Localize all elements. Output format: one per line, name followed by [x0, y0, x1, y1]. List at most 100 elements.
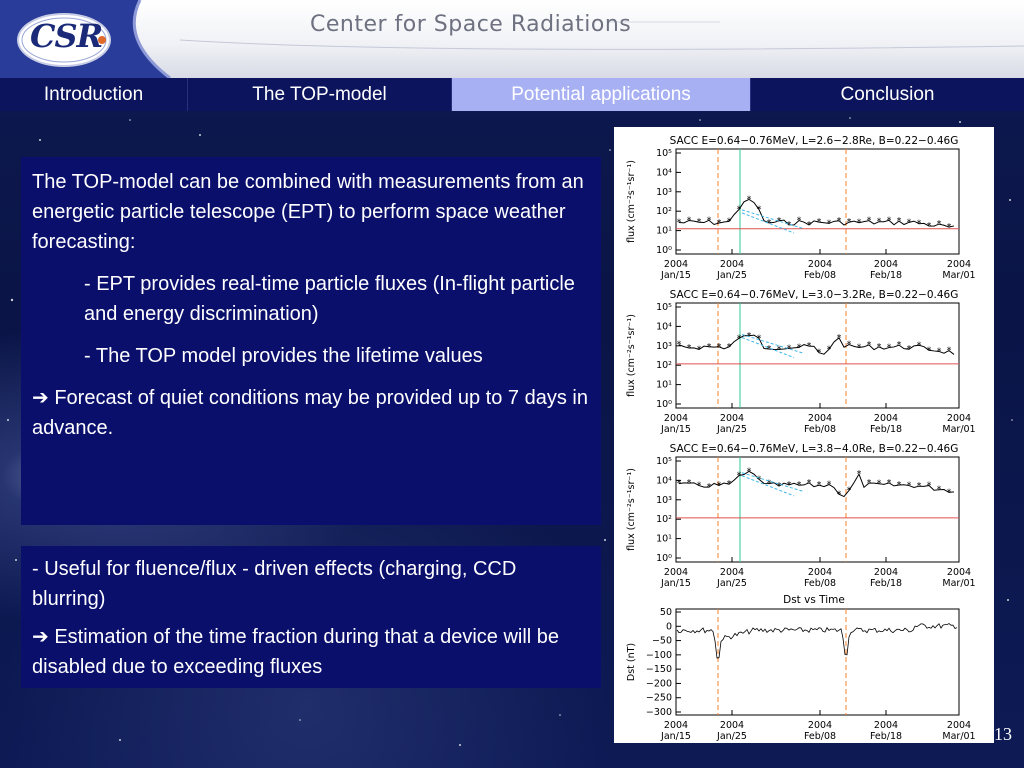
x-tick-year: 2004: [720, 720, 744, 731]
y-tick-label: 10³: [656, 187, 672, 198]
flux-point: *: [687, 478, 692, 489]
header-banner: CSR Center for Space Radiations: [0, 0, 1024, 78]
flux-point: *: [827, 344, 832, 355]
flux-series-line: [678, 470, 955, 498]
flux-point: *: [937, 346, 942, 357]
dst-tick-label: −150: [646, 664, 672, 675]
y-tick-label: 10⁵: [656, 148, 672, 159]
flux-point: *: [747, 194, 752, 205]
x-tick-date: Mar/01: [942, 578, 975, 589]
ept-point: - EPT provides real-time particle fluxes…: [84, 273, 575, 325]
flux-point: *: [677, 340, 682, 351]
flux-point: *: [847, 340, 852, 351]
flux-point: *: [697, 217, 702, 228]
flux-point: *: [927, 480, 932, 491]
flux-point: *: [867, 216, 872, 227]
flux-point: *: [737, 204, 742, 215]
x-tick-date: Feb/08: [804, 731, 836, 742]
panel-frame: [675, 302, 960, 409]
x-tick-date: Jan/25: [716, 424, 747, 435]
dst-frame: [675, 608, 960, 716]
flux-point: *: [827, 218, 832, 229]
flux-point: *: [937, 485, 942, 496]
flux-point: *: [927, 345, 932, 356]
flux-point: *: [687, 215, 692, 226]
forecast-conclusion-text: Forecast of quiet conditions may be prov…: [32, 387, 588, 439]
y-tick-label: 10¹: [656, 534, 672, 545]
flux-point: *: [757, 205, 762, 216]
flux-point: *: [717, 218, 722, 229]
x-tick-date: Mar/01: [942, 424, 975, 435]
applications-text-box: - Useful for fluence/flux - driven effec…: [21, 546, 601, 688]
flux-point: *: [897, 340, 902, 351]
tab-conclusion[interactable]: Conclusion: [840, 84, 935, 105]
x-tick-date: Mar/01: [942, 270, 975, 281]
flux-point: *: [787, 480, 792, 491]
y-axis-label: flux (cm⁻²s⁻¹sr⁻¹): [626, 314, 637, 397]
estimation-line-text: Estimation of the time fraction during t…: [32, 626, 560, 678]
decay-fit-line: [741, 337, 795, 359]
flux-point: *: [707, 482, 712, 493]
flux-point: *: [697, 481, 702, 492]
x-tick-date: Feb/18: [870, 270, 902, 281]
forecast-conclusion: ➔ Forecast of quiet conditions may be pr…: [32, 383, 589, 443]
flux-point: *: [907, 481, 912, 492]
flux-point: *: [757, 333, 762, 344]
flux-point: *: [807, 341, 812, 352]
tab-introduction[interactable]: Introduction: [0, 78, 188, 111]
flux-point: *: [777, 216, 782, 227]
x-tick-date: Mar/01: [942, 731, 975, 742]
panel-title: SACC E=0.64−0.76MeV, L=2.6−2.8Re, B=0.22…: [670, 135, 959, 147]
decay-fit-line: [741, 334, 805, 354]
flux-point: *: [687, 343, 692, 354]
flux-point: *: [807, 478, 812, 489]
x-tick-date: Jan/15: [660, 424, 691, 435]
flux-point: *: [857, 469, 862, 480]
x-tick-year: 2004: [720, 567, 744, 578]
y-tick-label: 10⁰: [656, 245, 672, 256]
x-tick-date: Feb/08: [804, 424, 836, 435]
flux-point: *: [737, 333, 742, 344]
flux-point: *: [717, 480, 722, 491]
estimation-line: ➔ Estimation of the time fraction during…: [32, 622, 589, 682]
flux-point: *: [697, 344, 702, 355]
panel-title: SACC E=0.64−0.76MeV, L=3.0−3.2Re, B=0.22…: [670, 289, 959, 301]
y-tick-label: 10⁴: [656, 321, 672, 332]
flux-point: *: [857, 218, 862, 229]
y-tick-label: 10¹: [656, 380, 672, 391]
x-tick-year: 2004: [720, 259, 744, 270]
x-tick-date: Jan/15: [660, 270, 691, 281]
x-tick-year: 2004: [947, 413, 971, 424]
panel-frame: [675, 456, 960, 563]
y-tick-label: 10¹: [656, 226, 672, 237]
flux-point: *: [747, 466, 752, 477]
x-tick-year: 2004: [808, 259, 832, 270]
flux-point: *: [767, 479, 772, 490]
flux-point: *: [677, 217, 682, 228]
x-tick-year: 2004: [664, 720, 688, 731]
figure-plot: SACC E=0.64−0.76MeV, L=2.6−2.8Re, B=0.22…: [626, 135, 976, 742]
flux-point: *: [907, 217, 912, 228]
flux-point: *: [887, 343, 892, 354]
dst-axis-label: Dst (nT): [626, 643, 637, 681]
x-tick-date: Jan/15: [660, 731, 691, 742]
dst-tick-label: −250: [646, 693, 672, 704]
x-tick-year: 2004: [720, 413, 744, 424]
flux-point: *: [837, 489, 842, 500]
x-tick-year: 2004: [874, 720, 898, 731]
flux-point: *: [837, 333, 842, 344]
flux-point: *: [877, 217, 882, 228]
flux-point: *: [837, 216, 842, 227]
tab-potential-applications[interactable]: Potential applications: [452, 78, 751, 111]
x-tick-year: 2004: [664, 259, 688, 270]
dst-tick-label: −50: [652, 636, 672, 647]
flux-point: *: [917, 219, 922, 230]
x-tick-date: Feb/18: [870, 578, 902, 589]
y-axis-label: flux (cm⁻²s⁻¹sr⁻¹): [626, 160, 637, 243]
dst-tick-label: 0: [666, 621, 672, 632]
flux-series-line: [678, 334, 955, 355]
flux-point: *: [727, 216, 732, 227]
flux-point: *: [927, 221, 932, 232]
tab-top-model[interactable]: The TOP-model: [188, 78, 452, 111]
dst-title: Dst vs Time: [783, 594, 845, 606]
